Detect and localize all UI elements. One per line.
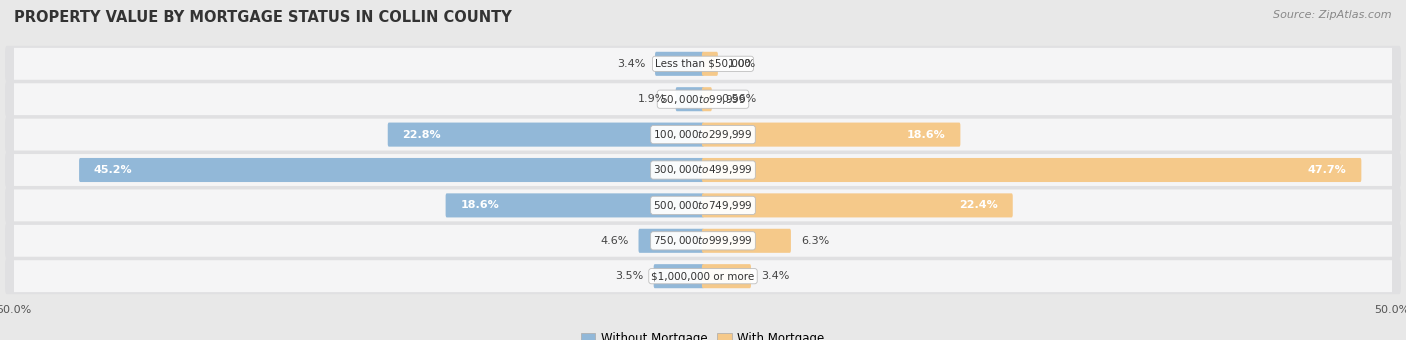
Text: 1.9%: 1.9%	[637, 94, 666, 104]
FancyBboxPatch shape	[6, 258, 1400, 294]
Text: 4.6%: 4.6%	[600, 236, 628, 246]
FancyBboxPatch shape	[79, 158, 704, 182]
Text: $50,000 to $99,999: $50,000 to $99,999	[659, 93, 747, 106]
Text: $500,000 to $749,999: $500,000 to $749,999	[654, 199, 752, 212]
Legend: Without Mortgage, With Mortgage: Without Mortgage, With Mortgage	[576, 328, 830, 340]
Text: 18.6%: 18.6%	[461, 200, 499, 210]
FancyBboxPatch shape	[388, 122, 704, 147]
FancyBboxPatch shape	[8, 154, 1398, 186]
FancyBboxPatch shape	[6, 117, 1400, 153]
Text: 22.4%: 22.4%	[959, 200, 998, 210]
Text: 3.4%: 3.4%	[617, 59, 645, 69]
FancyBboxPatch shape	[8, 189, 1398, 221]
Text: $750,000 to $999,999: $750,000 to $999,999	[654, 234, 752, 247]
Text: 0.56%: 0.56%	[721, 94, 756, 104]
FancyBboxPatch shape	[8, 225, 1398, 257]
FancyBboxPatch shape	[6, 152, 1400, 188]
Text: 1.0%: 1.0%	[728, 59, 756, 69]
Text: 47.7%: 47.7%	[1308, 165, 1347, 175]
Text: Source: ZipAtlas.com: Source: ZipAtlas.com	[1274, 10, 1392, 20]
Text: 6.3%: 6.3%	[801, 236, 830, 246]
FancyBboxPatch shape	[8, 48, 1398, 80]
Text: 18.6%: 18.6%	[907, 130, 945, 140]
FancyBboxPatch shape	[655, 52, 704, 76]
FancyBboxPatch shape	[6, 46, 1400, 82]
FancyBboxPatch shape	[702, 158, 1361, 182]
FancyBboxPatch shape	[702, 87, 711, 111]
Text: 22.8%: 22.8%	[402, 130, 441, 140]
FancyBboxPatch shape	[8, 83, 1398, 115]
Text: 45.2%: 45.2%	[94, 165, 132, 175]
FancyBboxPatch shape	[446, 193, 704, 218]
Text: 3.4%: 3.4%	[761, 271, 789, 281]
FancyBboxPatch shape	[676, 87, 704, 111]
FancyBboxPatch shape	[6, 187, 1400, 223]
FancyBboxPatch shape	[8, 119, 1398, 151]
FancyBboxPatch shape	[6, 81, 1400, 117]
FancyBboxPatch shape	[8, 260, 1398, 292]
FancyBboxPatch shape	[702, 264, 751, 288]
FancyBboxPatch shape	[702, 122, 960, 147]
Text: PROPERTY VALUE BY MORTGAGE STATUS IN COLLIN COUNTY: PROPERTY VALUE BY MORTGAGE STATUS IN COL…	[14, 10, 512, 25]
Text: 3.5%: 3.5%	[616, 271, 644, 281]
Text: $1,000,000 or more: $1,000,000 or more	[651, 271, 755, 281]
Text: Less than $50,000: Less than $50,000	[655, 59, 751, 69]
FancyBboxPatch shape	[654, 264, 704, 288]
FancyBboxPatch shape	[702, 229, 792, 253]
FancyBboxPatch shape	[702, 193, 1012, 218]
FancyBboxPatch shape	[6, 223, 1400, 259]
FancyBboxPatch shape	[638, 229, 704, 253]
Text: $100,000 to $299,999: $100,000 to $299,999	[654, 128, 752, 141]
FancyBboxPatch shape	[702, 52, 718, 76]
Text: $300,000 to $499,999: $300,000 to $499,999	[654, 164, 752, 176]
